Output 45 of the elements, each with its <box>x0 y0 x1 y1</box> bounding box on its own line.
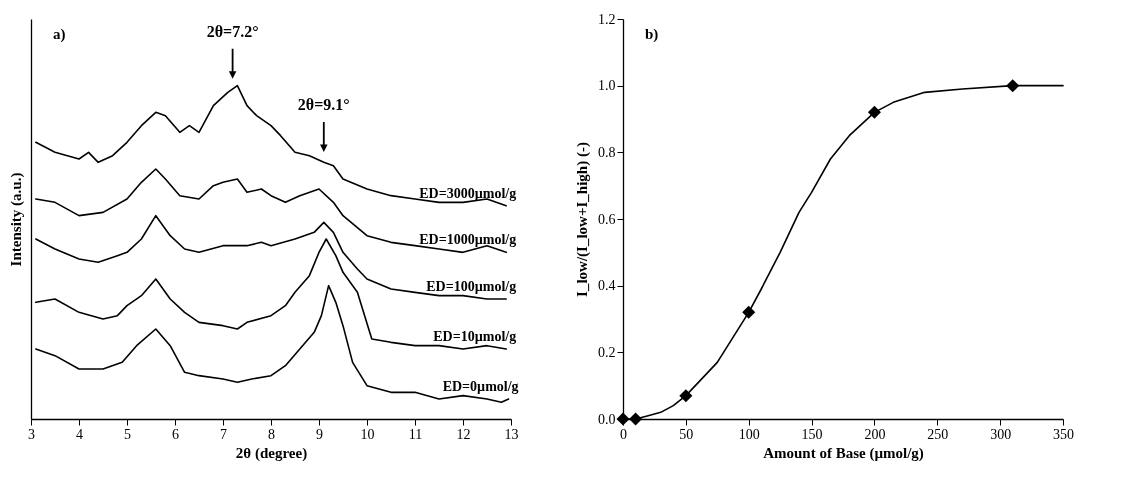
point <box>867 105 881 119</box>
series-label: ED=10µmol/g <box>433 329 517 344</box>
x-tick-label: 4 <box>76 426 83 442</box>
y-tick-label: 1.2 <box>598 11 616 27</box>
point <box>1006 79 1020 93</box>
x-tick-label: 250 <box>927 426 949 442</box>
x-tick-label: 8 <box>268 426 275 442</box>
series-label: ED=1000µmol/g <box>419 232 517 248</box>
x-tick-label: 5 <box>124 426 131 442</box>
chart-title: b) <box>645 26 659 43</box>
x-axis-title: Amount of Base (µmol/g) <box>763 444 924 462</box>
series-label: ED=0µmol/g <box>442 379 519 394</box>
y-axis-title: I_low/(I_low+I_high) (-) <box>574 142 591 297</box>
x-tick-label: 3 <box>28 426 35 442</box>
y-tick-label: 0.0 <box>598 411 616 427</box>
point <box>742 305 756 319</box>
x-tick-label: 12 <box>456 426 471 442</box>
y-tick-label: 0.2 <box>598 344 616 360</box>
x-axis-title: 2θ (degree) <box>235 444 308 462</box>
x-tick-label: 10 <box>360 426 375 442</box>
x-tick-label: 350 <box>1053 426 1074 442</box>
x-tick-label: 150 <box>801 426 823 442</box>
point <box>616 412 630 426</box>
y-tick-label: 1.0 <box>598 78 616 94</box>
x-tick-label: 200 <box>864 426 886 442</box>
x-tick-label: 300 <box>990 426 1012 442</box>
x-tick-label: 11 <box>408 426 423 442</box>
annotation: 2θ=9.1° <box>297 96 350 113</box>
x-tick-label: 6 <box>172 426 179 442</box>
x-tick-label: 0 <box>620 426 627 442</box>
annotation: 2θ=7.2° <box>206 22 259 40</box>
point <box>679 389 693 403</box>
y-tick-label: 0.8 <box>598 144 616 160</box>
series-label: ED=3000µmol/g <box>419 185 517 201</box>
y-axis-title: Intensity (a.u.) <box>7 172 25 267</box>
x-tick-label: 13 <box>504 426 519 442</box>
point <box>629 412 643 426</box>
x-tick-label: 7 <box>220 426 227 442</box>
series-label: ED=100µmol/g <box>426 279 517 294</box>
y-tick-label: 0.4 <box>598 278 616 294</box>
x-tick-label: 50 <box>679 426 694 442</box>
x-tick-label: 100 <box>738 426 760 442</box>
x-tick-label: 9 <box>316 426 323 442</box>
y-tick-label: 0.6 <box>598 211 616 227</box>
chart-title: a) <box>53 26 66 43</box>
